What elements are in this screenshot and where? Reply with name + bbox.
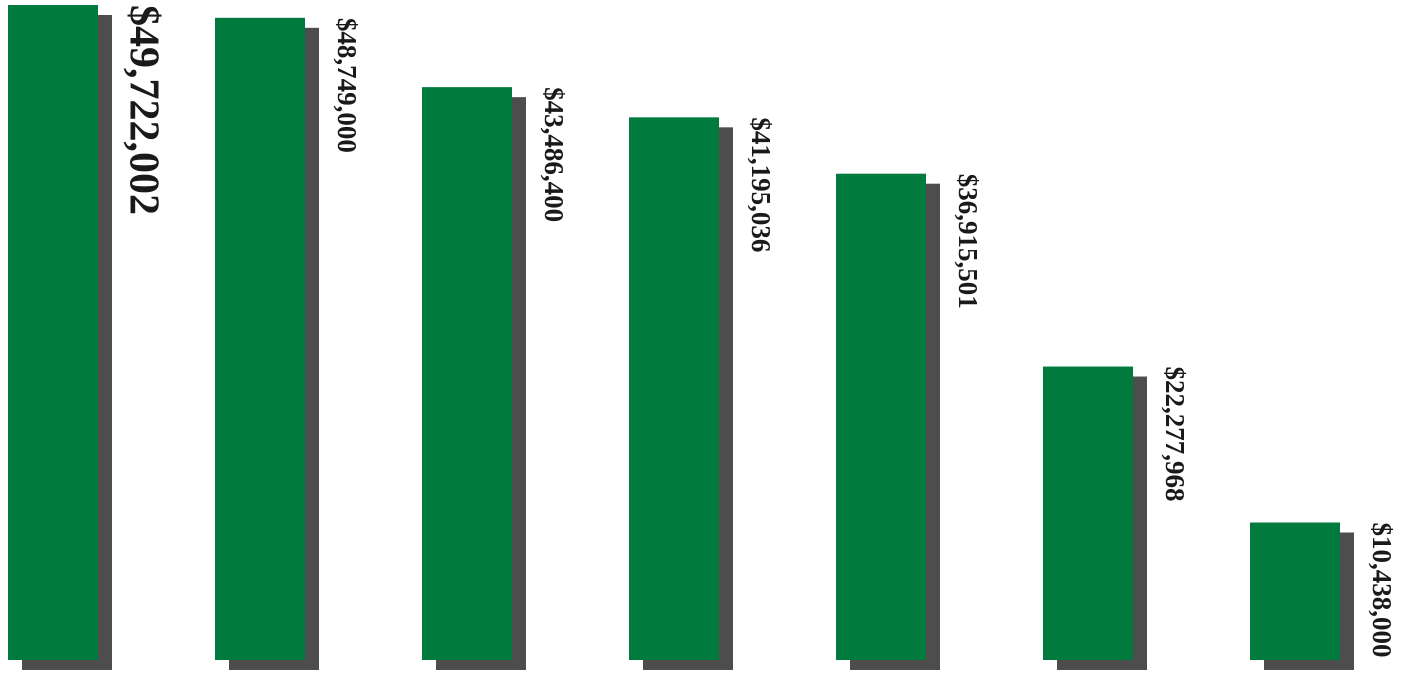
bar — [422, 87, 512, 661]
value-label: $41,195,036 — [746, 117, 776, 252]
value-label: $36,915,501 — [953, 174, 983, 309]
value-label: $10,438,000 — [1367, 522, 1397, 657]
bar — [629, 117, 719, 661]
value-label: $49,722,002 — [120, 5, 166, 215]
value-label: $43,486,400 — [539, 87, 569, 222]
bar — [1043, 366, 1133, 660]
bar — [8, 5, 98, 660]
value-label: $48,749,000 — [332, 18, 362, 153]
bar — [215, 17, 305, 661]
bar — [836, 173, 926, 661]
value-label: $22,277,968 — [1160, 367, 1190, 502]
bar — [1250, 522, 1340, 660]
